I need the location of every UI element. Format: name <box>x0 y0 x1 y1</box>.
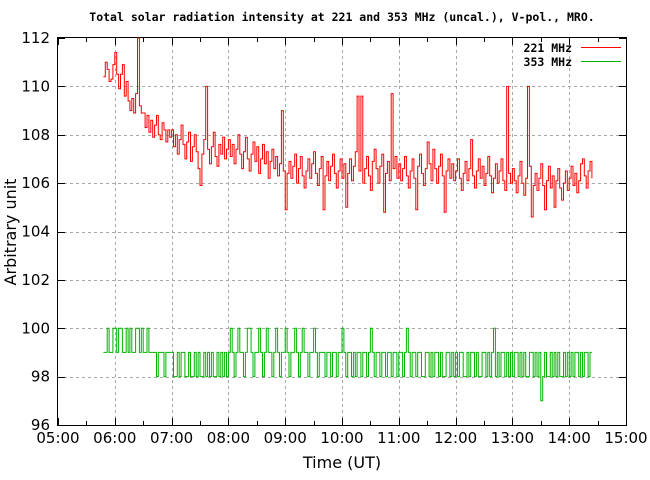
series-line-221-mhz <box>103 37 593 218</box>
grid-layer <box>58 38 626 425</box>
series-line-353-mhz <box>103 327 592 402</box>
y-tick-label: 104 <box>21 223 50 241</box>
x-tick-label: 08:00 <box>207 429 250 447</box>
axis-tick-labels: 96 98 100 102 104 106 108 110 112 05:00 06:00 07:00… <box>21 29 647 447</box>
x-tick-label: 05:00 <box>36 429 79 447</box>
x-tick-label: 14:00 <box>548 429 591 447</box>
x-tick-label: 11:00 <box>377 429 420 447</box>
y-tick-label: 100 <box>21 319 50 337</box>
y-tick-label: 110 <box>21 77 50 95</box>
y-tick-label: 108 <box>21 126 50 144</box>
y-tick-label: 96 <box>31 416 50 434</box>
x-tick-label: 07:00 <box>150 429 193 447</box>
x-tick-label: 12:00 <box>434 429 477 447</box>
legend: 221 MHz 353 MHz <box>524 41 621 69</box>
legend-label-353mhz: 353 MHz <box>524 55 573 69</box>
y-tick-label: 112 <box>21 29 50 47</box>
x-tick-label: 13:00 <box>491 429 534 447</box>
x-tick-label: 09:00 <box>264 429 307 447</box>
legend-label-221mhz: 221 MHz <box>524 41 573 55</box>
x-tick-label: 06:00 <box>93 429 136 447</box>
plot-frame <box>57 37 627 426</box>
y-tick-label: 106 <box>21 174 50 192</box>
x-axis-label: Time (UT) <box>302 453 381 472</box>
chart-title: Total solar radiation intensity at 221 a… <box>89 10 594 24</box>
x-tick-label: 10:00 <box>320 429 363 447</box>
x-tick-label: 15:00 <box>604 429 647 447</box>
axis-ticks <box>58 38 627 426</box>
y-tick-label: 102 <box>21 271 50 289</box>
y-tick-label: 98 <box>31 368 50 386</box>
y-axis-label: Arbitrary unit <box>1 179 20 286</box>
series-layer <box>103 37 593 402</box>
